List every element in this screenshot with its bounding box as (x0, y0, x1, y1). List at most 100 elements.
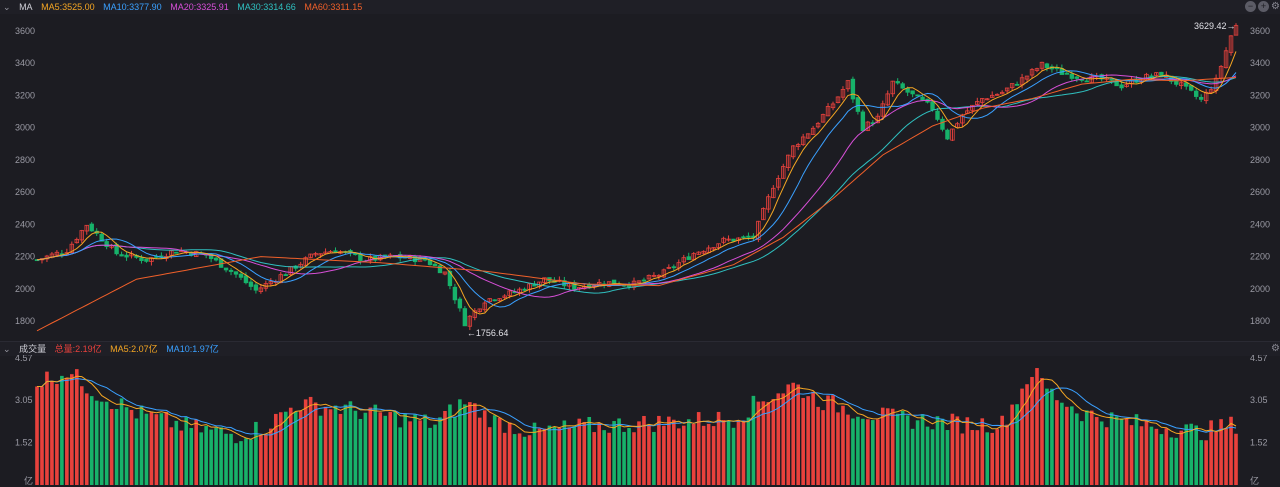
candle-body (776, 178, 781, 188)
chevron-down-icon[interactable]: ⌄ (3, 2, 11, 12)
volume-bar (945, 430, 950, 485)
volume-bar (1084, 410, 1089, 485)
volume-bar (323, 406, 328, 485)
volume-bar (751, 395, 756, 485)
volume-bar (696, 412, 701, 485)
minus-icon[interactable]: − (1245, 1, 1256, 12)
indicator-label: MA (19, 2, 33, 12)
candle-body (1039, 61, 1045, 69)
volume-bar (890, 408, 895, 485)
volume-bar (413, 414, 417, 485)
candle-body (686, 256, 691, 260)
candle-body (432, 263, 438, 267)
volume-bar (264, 434, 268, 485)
candle-body (368, 256, 373, 262)
volume-bar (1070, 406, 1074, 485)
volume-bar (1189, 423, 1194, 485)
candle-body (786, 154, 791, 169)
volume-bar (1224, 428, 1228, 485)
volume-bar (1149, 426, 1154, 485)
candle-body (850, 78, 856, 100)
candle-body (258, 287, 264, 292)
volume-indicator-bar: ⌄ 成交量 总量:2.19亿 MA5:2.07亿 MA10:1.97亿 ⚙ (0, 341, 1280, 356)
candle-body (646, 274, 652, 280)
volume-bar (572, 426, 577, 485)
volume-bar (990, 432, 995, 485)
candle-body (930, 101, 935, 111)
candle-body (99, 233, 104, 242)
volume-bar (766, 402, 771, 485)
plus-icon[interactable]: + (1258, 1, 1269, 12)
candle-body (542, 277, 547, 283)
volume-bar (1219, 419, 1223, 485)
volume-bar (204, 425, 208, 485)
candle-body (462, 308, 468, 327)
candle-body (283, 274, 288, 276)
candle-body (223, 267, 229, 271)
volume-unit-left: 亿 (24, 475, 33, 486)
y-tick-label-left: 2600 (15, 187, 35, 197)
volume-bar (55, 383, 59, 485)
volume-bar (627, 427, 631, 485)
candle-body (766, 196, 771, 210)
volume-bar (711, 426, 716, 485)
volume-bar (980, 418, 985, 485)
volume-bar (1079, 421, 1084, 485)
candle-body (1004, 87, 1010, 92)
candle-body (442, 271, 448, 275)
volume-bar (1164, 428, 1169, 485)
volume-bar (836, 412, 840, 485)
chevron-down-icon[interactable]: ⌄ (3, 344, 11, 354)
volume-bar (468, 402, 472, 485)
y-tick-label-right: 2600 (1250, 187, 1270, 197)
volume-bar (179, 430, 184, 485)
volume-bar (662, 425, 666, 485)
volume-bar (1045, 388, 1049, 485)
volume-bar (428, 427, 432, 485)
candle-body (805, 133, 811, 139)
volume-bar (1154, 428, 1159, 485)
gear-icon[interactable]: ⚙ (1271, 343, 1280, 354)
volume-bar (70, 374, 74, 485)
volume-bar (189, 428, 194, 485)
candle-body (860, 111, 866, 132)
volume-bar (900, 410, 905, 485)
volume-bar (771, 399, 776, 485)
volume-bar (144, 413, 149, 485)
volume-bar (676, 428, 681, 485)
candle-body (174, 251, 179, 254)
candle-body (89, 223, 94, 232)
ma30-value: MA30:3314.66 (237, 2, 296, 12)
volume-bar (875, 419, 880, 485)
volume-bar (512, 434, 517, 485)
volume-bar (1119, 418, 1124, 485)
volume-bar (970, 429, 975, 485)
candle-body (840, 89, 846, 98)
ma60-value: MA60:3311.15 (304, 2, 363, 12)
volume-bar (482, 410, 487, 485)
volume-bar (308, 396, 313, 485)
volume-bar (283, 411, 288, 485)
candle-body (54, 251, 60, 256)
volume-bar (249, 439, 253, 485)
volume-bar (1089, 410, 1094, 485)
candle-body (820, 114, 826, 123)
volume-bar (393, 411, 398, 485)
gear-icon[interactable]: ⚙ (1271, 1, 1280, 12)
volume-bar (532, 422, 537, 485)
volume-bar (726, 420, 731, 485)
volume-bar (199, 432, 203, 485)
volume-bar (607, 432, 611, 485)
candle-body (830, 103, 836, 109)
volume-bar (313, 402, 318, 485)
candle-body (636, 280, 642, 284)
volume-bar (184, 417, 189, 485)
volume-bar (298, 410, 303, 485)
candle-body (169, 250, 174, 256)
volume-bar (1184, 424, 1189, 485)
candle-body (467, 315, 473, 327)
volume-bar (701, 425, 706, 485)
volume-bar (776, 393, 781, 485)
y-tick-label-left: 3000 (15, 123, 35, 133)
volume-bar (995, 429, 999, 485)
